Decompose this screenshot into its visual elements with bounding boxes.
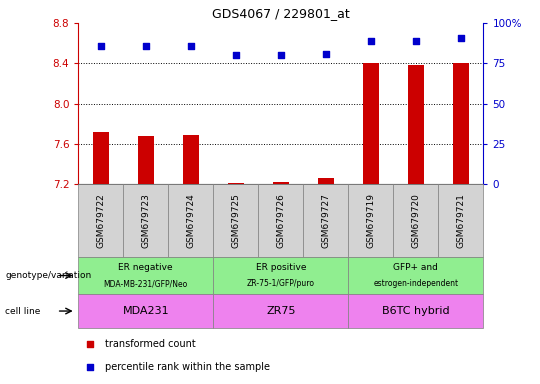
Point: [321, 51, 330, 57]
Text: GSM679719: GSM679719: [366, 193, 375, 248]
Text: cell line: cell line: [5, 306, 41, 316]
Bar: [228, 183, 244, 184]
Bar: [363, 63, 379, 184]
Bar: [78, 257, 213, 294]
Text: GSM679727: GSM679727: [321, 194, 330, 248]
Text: GSM679720: GSM679720: [411, 194, 420, 248]
Point: [367, 38, 375, 44]
Bar: [93, 132, 109, 184]
Bar: [348, 257, 483, 294]
Text: transformed count: transformed count: [105, 339, 195, 349]
Bar: [438, 184, 483, 257]
Bar: [453, 63, 469, 184]
Text: MDA-MB-231/GFP/Neo: MDA-MB-231/GFP/Neo: [104, 279, 188, 288]
Bar: [303, 184, 348, 257]
Bar: [78, 184, 123, 257]
Text: ER negative: ER negative: [118, 263, 173, 272]
Text: percentile rank within the sample: percentile rank within the sample: [105, 362, 269, 372]
Bar: [213, 184, 258, 257]
Point: [141, 43, 150, 49]
Bar: [273, 182, 289, 184]
Text: ZR-75-1/GFP/puro: ZR-75-1/GFP/puro: [247, 279, 315, 288]
Bar: [168, 184, 213, 257]
Point: [456, 35, 465, 41]
Text: estrogen-independent: estrogen-independent: [373, 279, 458, 288]
Bar: [318, 178, 334, 184]
Bar: [183, 135, 199, 184]
Bar: [213, 294, 348, 328]
Text: GSM679723: GSM679723: [141, 194, 150, 248]
Text: B6TC hybrid: B6TC hybrid: [382, 306, 450, 316]
Text: ER positive: ER positive: [255, 263, 306, 272]
Bar: [348, 184, 393, 257]
Point: [97, 43, 105, 49]
Text: genotype/variation: genotype/variation: [5, 271, 92, 280]
Text: GSM679726: GSM679726: [276, 194, 285, 248]
Bar: [213, 257, 348, 294]
Point: [186, 43, 195, 49]
Bar: [408, 65, 424, 184]
Point: [232, 52, 240, 58]
Bar: [123, 184, 168, 257]
Text: ZR75: ZR75: [266, 306, 295, 316]
Text: GSM679722: GSM679722: [96, 194, 105, 248]
Point: [411, 38, 420, 44]
Bar: [258, 184, 303, 257]
Text: MDA231: MDA231: [123, 306, 169, 316]
Text: GSM679724: GSM679724: [186, 194, 195, 248]
Point: [387, 38, 396, 44]
Title: GDS4067 / 229801_at: GDS4067 / 229801_at: [212, 7, 350, 20]
Bar: [78, 294, 213, 328]
Text: GSM679721: GSM679721: [456, 194, 465, 248]
Bar: [393, 184, 438, 257]
Bar: [348, 294, 483, 328]
Point: [387, 247, 396, 253]
Text: GSM679725: GSM679725: [231, 194, 240, 248]
Point: [276, 52, 285, 58]
Text: GFP+ and: GFP+ and: [393, 263, 438, 272]
Bar: [138, 136, 154, 184]
